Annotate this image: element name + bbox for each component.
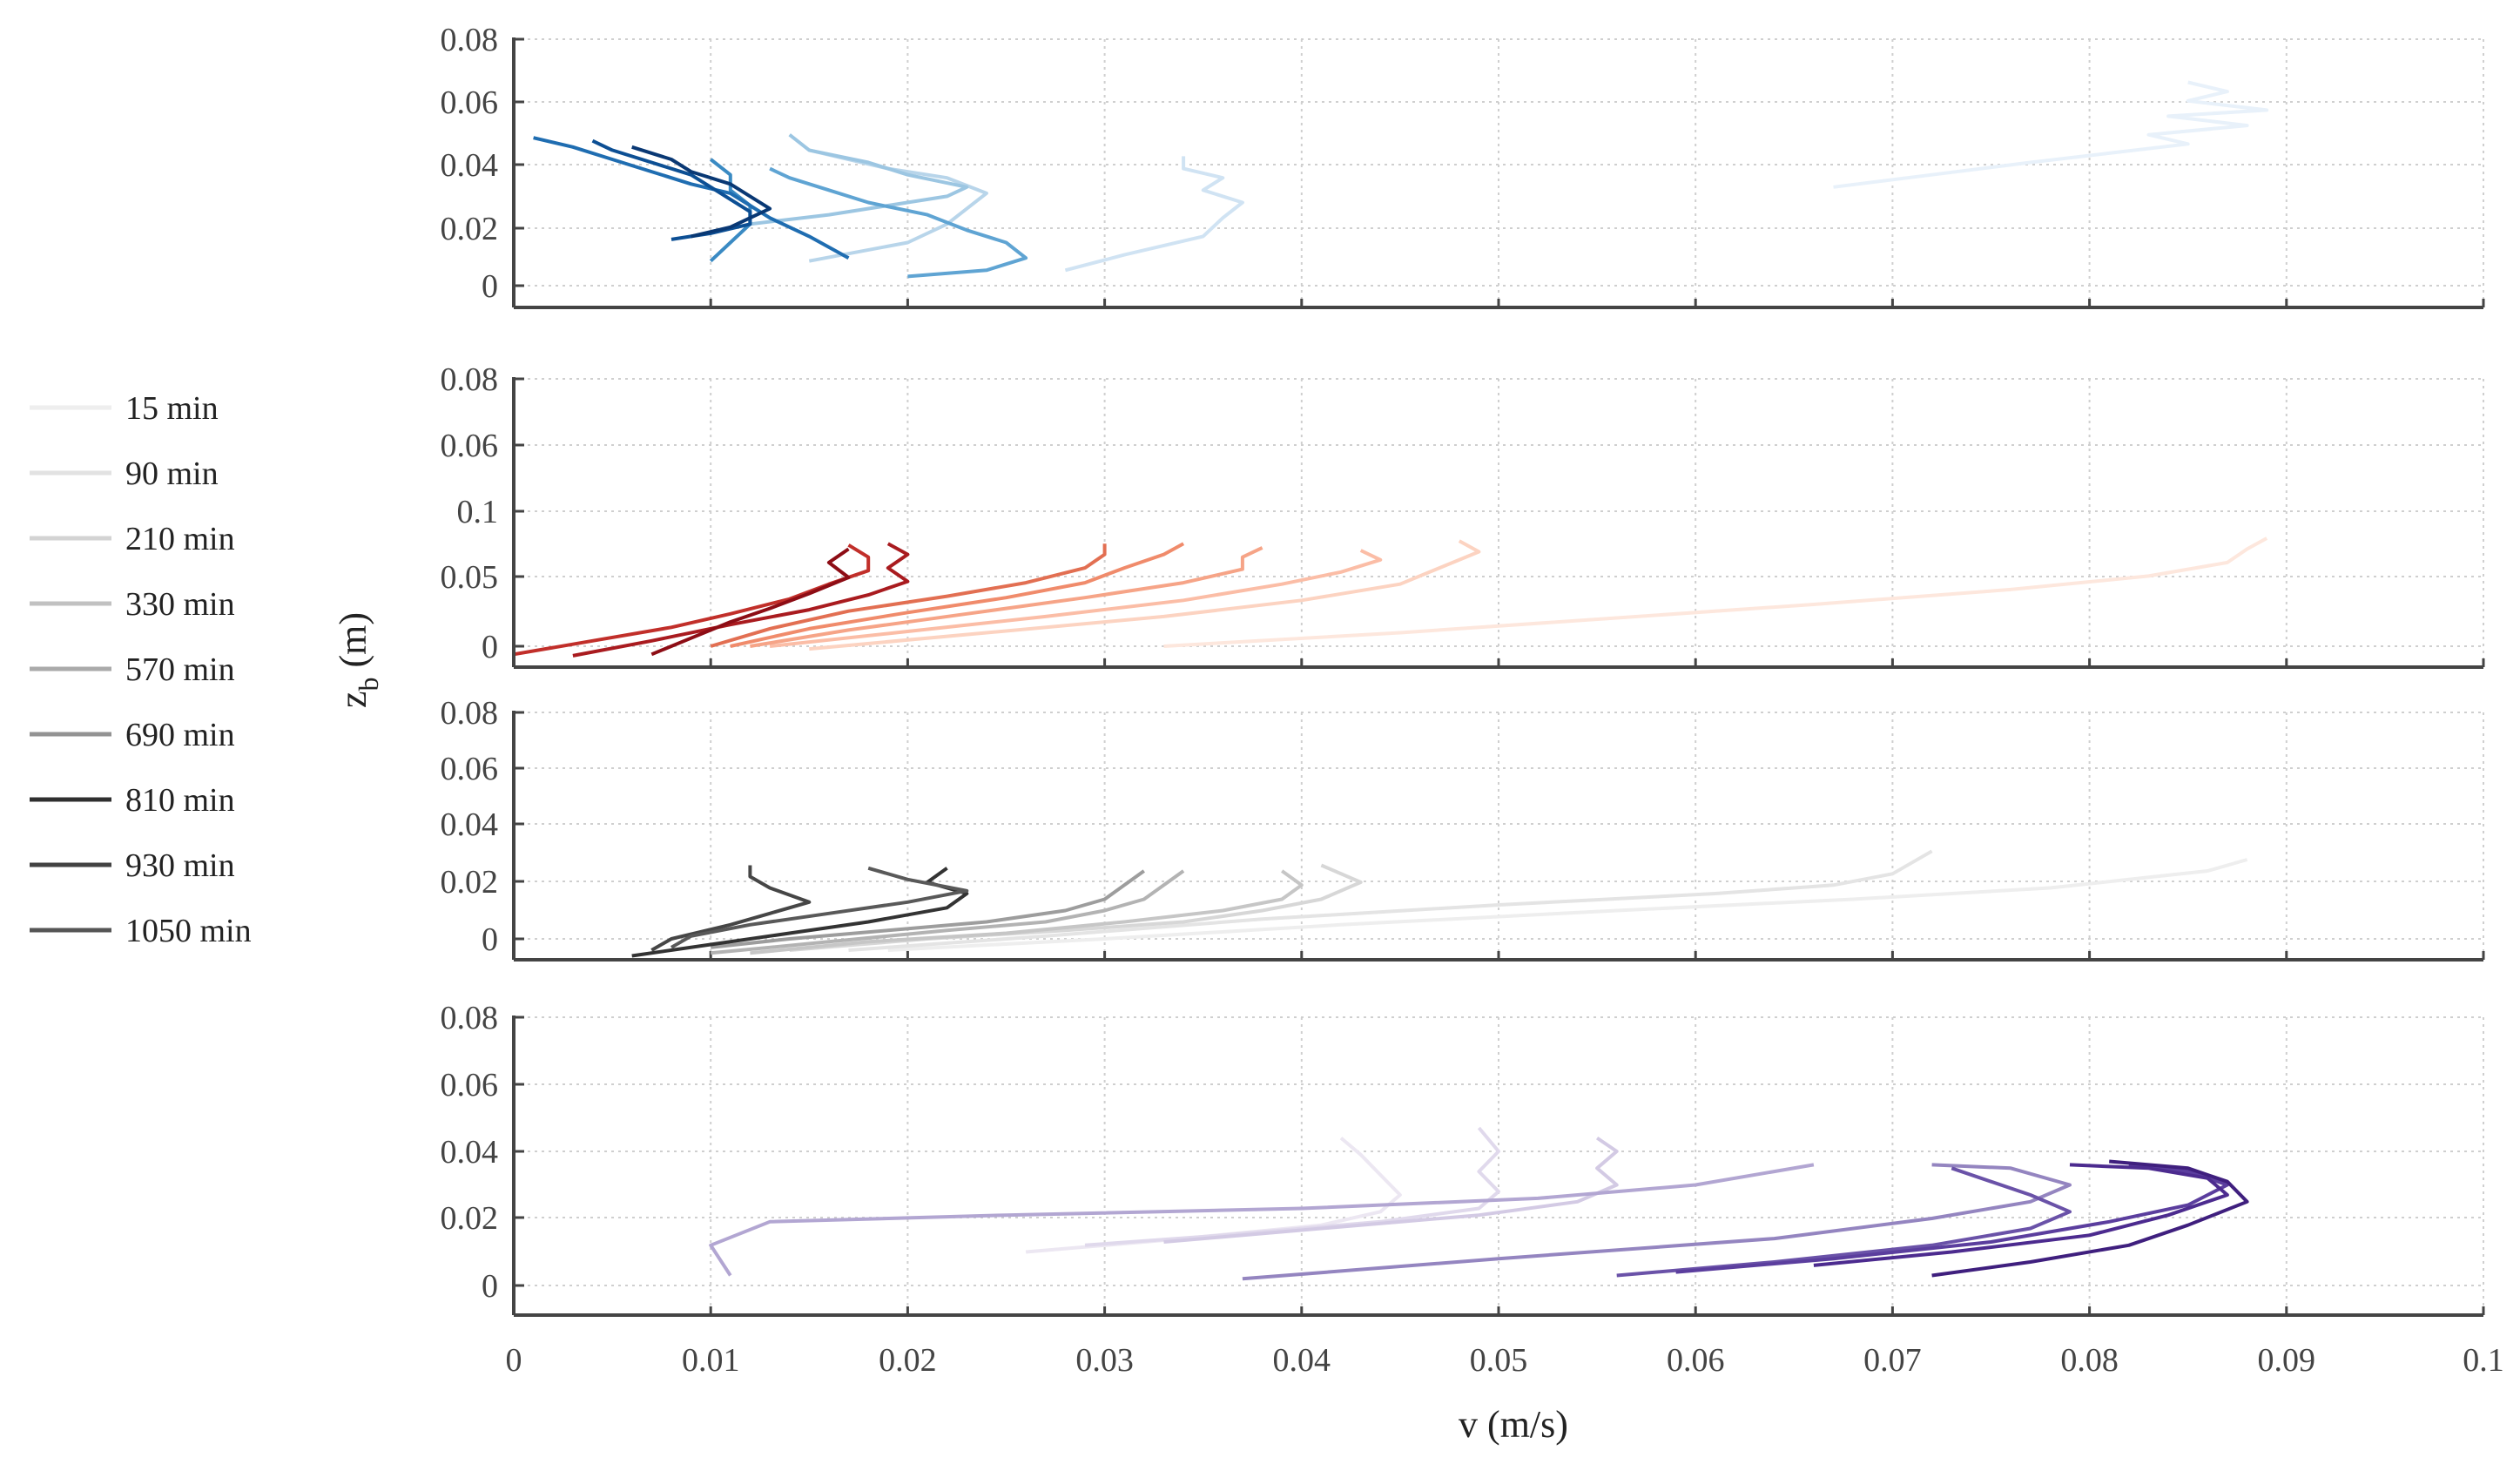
x-tick-label: 0.09 bbox=[2258, 1342, 2316, 1379]
legend-label: 570 min bbox=[125, 651, 235, 688]
x-tick-label: 0.05 bbox=[1470, 1342, 1528, 1379]
x-axis-title: v (m/s) bbox=[1459, 1403, 1568, 1446]
series-line-4 bbox=[750, 133, 969, 226]
purple-panel-series bbox=[709, 1126, 2249, 1281]
y-tick-label: 0 bbox=[482, 1268, 498, 1305]
legend-label: 810 min bbox=[125, 782, 235, 819]
red-panel: 0 0.05 0.1 0.06 0.08 bbox=[441, 361, 2485, 669]
y-axis-title-main: z bbox=[332, 692, 374, 709]
y-tick-label: 0.1 bbox=[457, 494, 499, 530]
series-line-2 bbox=[1064, 156, 1244, 273]
y-tick-label: 0 bbox=[482, 921, 498, 958]
series-line-9 bbox=[670, 866, 969, 949]
series-line-1 bbox=[1833, 80, 2269, 189]
series-line-2 bbox=[848, 849, 1933, 952]
x-tick-label: 0.04 bbox=[1273, 1342, 1331, 1379]
y-tick-label: 0.06 bbox=[441, 428, 499, 464]
y-tick-label: 0 bbox=[482, 629, 498, 665]
legend-label: 210 min bbox=[125, 521, 235, 557]
purple-panel: 0 0.02 0.04 0.06 0.08 bbox=[441, 1000, 2485, 1317]
x-tick-label: 0.08 bbox=[2060, 1342, 2119, 1379]
series-line-3 bbox=[769, 549, 1383, 648]
legend-label: 690 min bbox=[125, 717, 235, 753]
series-line-4 bbox=[750, 869, 1304, 955]
y-tick-label: 0.08 bbox=[441, 361, 499, 398]
y-tick-label: 0.02 bbox=[441, 864, 499, 901]
x-tick-label: 0.01 bbox=[682, 1342, 740, 1379]
red-panel-series bbox=[514, 536, 2268, 658]
series-line-1 bbox=[1163, 536, 2268, 648]
legend-label: 330 min bbox=[125, 586, 235, 623]
series-line-7 bbox=[533, 136, 850, 260]
x-tick-label: 0.06 bbox=[1667, 1342, 1725, 1379]
gray-panel: 0 0.02 0.04 0.06 0.08 bbox=[441, 695, 2485, 962]
series-line-3 bbox=[1163, 1136, 1619, 1244]
legend-label: 1050 min bbox=[125, 913, 252, 949]
blue-panel-series bbox=[533, 80, 2269, 279]
y-tick-label: 0.06 bbox=[441, 751, 499, 787]
y-tick-label: 0.08 bbox=[441, 22, 499, 58]
x-tick-label: 0.1 bbox=[2463, 1342, 2504, 1379]
y-tick-label: 0.08 bbox=[441, 1000, 499, 1036]
x-tick-label: 0.03 bbox=[1075, 1342, 1134, 1379]
y-axis-title: zb (m) bbox=[332, 612, 384, 708]
y-tick-label: 0.06 bbox=[441, 1067, 499, 1103]
y-tick-label: 0.02 bbox=[441, 211, 499, 247]
series-line-4 bbox=[750, 546, 1263, 648]
y-tick-label: 0.02 bbox=[441, 1200, 499, 1237]
series-line-7 bbox=[514, 543, 871, 657]
blue-panel: 0 0.02 0.04 0.06 0.08 bbox=[441, 22, 2485, 309]
x-tick-labels: 0 0.01 0.02 0.03 0.04 0.05 0.06 0.07 0.08 0.09 0.1 bbox=[506, 1342, 2504, 1379]
series-line-5 bbox=[730, 542, 1185, 648]
y-tick-label: 0.05 bbox=[441, 559, 499, 596]
x-tick-label: 0 bbox=[506, 1342, 522, 1379]
y-tick-label: 0.08 bbox=[441, 695, 499, 732]
y-axis-title-unit: (m) bbox=[332, 612, 374, 678]
series-line-8 bbox=[650, 865, 812, 952]
panels: 0 0.02 0.04 0.06 0.08 0 0.05 0.1 0.06 0.08 0 0.02 0.… bbox=[441, 22, 2485, 1317]
legend-label: 90 min bbox=[125, 455, 219, 492]
y-tick-label: 0.04 bbox=[441, 147, 499, 184]
series-line-6 bbox=[709, 158, 752, 263]
series-line-2 bbox=[1084, 1126, 1500, 1247]
y-axis-title-subscript: b bbox=[353, 678, 384, 692]
series-line-8 bbox=[1813, 1163, 2229, 1267]
y-tick-label: 0.06 bbox=[441, 84, 499, 121]
series-line-5 bbox=[769, 166, 1028, 279]
series-line-1 bbox=[887, 858, 2248, 952]
series-line-4 bbox=[709, 1163, 1815, 1277]
y-tick-label: 0.04 bbox=[441, 806, 499, 843]
series-line-9 bbox=[1931, 1159, 2249, 1278]
y-tick-label: 0 bbox=[482, 268, 498, 305]
series-line-2 bbox=[809, 539, 1481, 651]
series-line-8 bbox=[572, 542, 910, 658]
y-tick-label: 0.04 bbox=[441, 1134, 499, 1171]
series-line-6 bbox=[710, 543, 1107, 648]
legend-label: 930 min bbox=[125, 847, 235, 884]
series-line-6 bbox=[1616, 1166, 2072, 1278]
legend: 15 min 90 min 210 min 330 min 570 min 690 min… bbox=[30, 390, 252, 949]
series-line-9 bbox=[650, 547, 851, 657]
series-line-7 bbox=[1675, 1163, 2229, 1274]
series-line-9 bbox=[631, 145, 772, 239]
x-tick-label: 0.07 bbox=[1863, 1342, 1922, 1379]
series-line-8 bbox=[591, 138, 752, 241]
series-line-5 bbox=[1242, 1163, 2072, 1281]
gray-panel-series bbox=[631, 849, 2248, 958]
series-line-5 bbox=[711, 869, 1185, 955]
legend-label: 15 min bbox=[125, 390, 219, 427]
x-tick-label: 0.02 bbox=[879, 1342, 937, 1379]
series-line-6 bbox=[710, 869, 1145, 949]
